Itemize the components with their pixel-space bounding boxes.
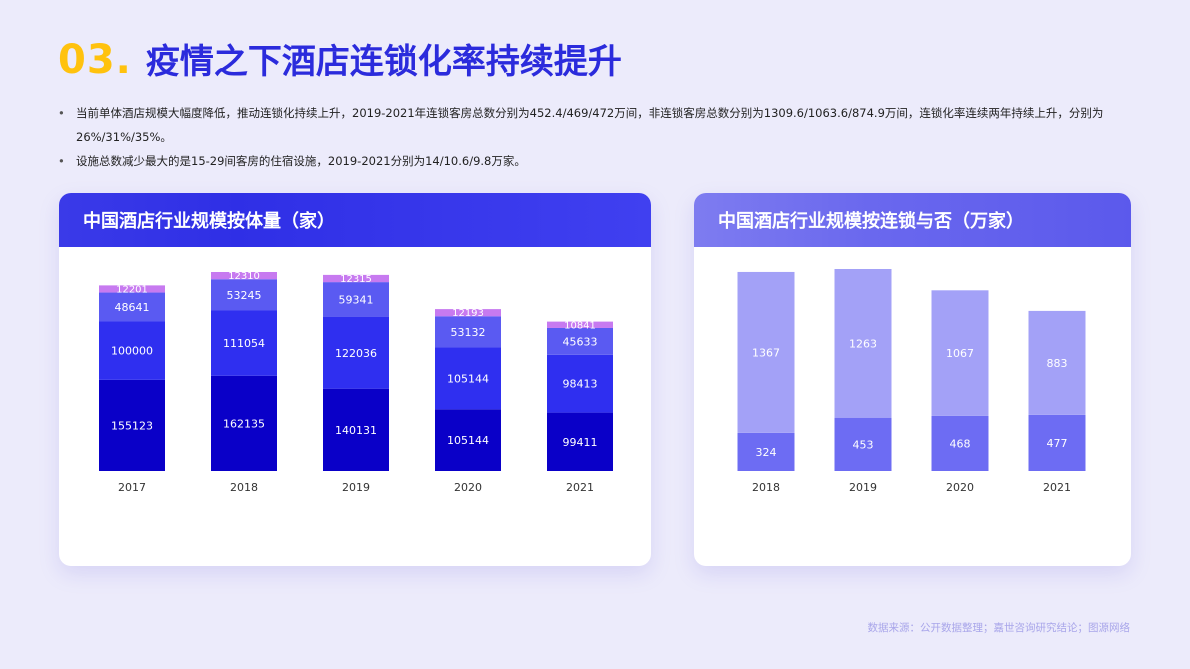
x-tick-label: 2019 bbox=[342, 481, 370, 494]
bar-segment bbox=[435, 347, 501, 410]
bar-segment bbox=[211, 272, 277, 280]
bar-segment bbox=[834, 269, 892, 418]
data-label: 883 bbox=[1047, 357, 1068, 370]
bar-segment bbox=[737, 271, 795, 433]
data-label: 12201 bbox=[116, 284, 148, 295]
bar-segment bbox=[211, 375, 277, 471]
data-label: 48641 bbox=[115, 301, 150, 314]
bar-segment bbox=[931, 415, 989, 471]
bar-segment bbox=[547, 327, 613, 355]
bullet-text: 当前单体酒店规模大幅度降低，推动连锁化持续上升，2019-2021年连锁客房总数… bbox=[76, 106, 1104, 144]
data-label: 453 bbox=[853, 438, 874, 451]
data-label: 45633 bbox=[563, 335, 598, 348]
page-title: 03. 疫情之下酒店连锁化率持续提升 bbox=[58, 34, 622, 83]
x-tick-label: 2018 bbox=[230, 481, 258, 494]
bar-segment bbox=[99, 379, 165, 471]
bullet-item: • 设施总数减少最大的是15-29间客房的住宿设施，2019-2021分别为14… bbox=[58, 149, 1148, 173]
x-tick-label: 2020 bbox=[454, 481, 482, 494]
bar-segment bbox=[547, 354, 613, 413]
bar-segment bbox=[99, 285, 165, 293]
bar-segment bbox=[737, 432, 795, 471]
x-tick-label: 2021 bbox=[1043, 481, 1071, 494]
chart-card-chain-vs-nonchain: 中国酒店行业规模按连锁与否（万家） 连锁客房数非连锁客房数32413672018… bbox=[694, 193, 1131, 566]
data-label: 1263 bbox=[849, 337, 877, 350]
data-label: 1067 bbox=[946, 347, 974, 360]
bar-segment bbox=[323, 274, 389, 283]
bar-segment bbox=[435, 316, 501, 348]
bar-segment bbox=[99, 321, 165, 380]
bar-segment bbox=[99, 292, 165, 322]
source-note: 数据来源：公开数据整理；嘉世咨询研究结论；图源网络 bbox=[867, 622, 1131, 634]
data-label: 105144 bbox=[447, 372, 489, 385]
stacked-bar-chart-by-size: 15-29间30-69间70-149间150间及以上15512310000048… bbox=[99, 271, 613, 494]
data-label: 59341 bbox=[339, 294, 374, 307]
data-label: 468 bbox=[950, 437, 971, 450]
data-label: 53245 bbox=[227, 289, 262, 302]
bullet-marker: • bbox=[58, 154, 65, 168]
bar-segment bbox=[323, 316, 389, 389]
data-label: 12310 bbox=[228, 271, 260, 282]
section-number: 03. bbox=[58, 37, 132, 83]
bullet-list: • 当前单体酒店规模大幅度降低，推动连锁化持续上升，2019-2021年连锁客房… bbox=[58, 101, 1148, 173]
data-label: 10841 bbox=[564, 320, 596, 331]
bullet-marker: • bbox=[58, 106, 65, 120]
data-label: 98413 bbox=[563, 378, 598, 391]
bar-segment bbox=[547, 412, 613, 471]
bar-segment bbox=[323, 282, 389, 317]
data-label: 53132 bbox=[451, 326, 486, 339]
bar-segment bbox=[1028, 310, 1086, 415]
x-tick-label: 2021 bbox=[566, 481, 594, 494]
x-tick-label: 2018 bbox=[752, 481, 780, 494]
bar-segment bbox=[211, 279, 277, 311]
x-tick-label: 2017 bbox=[118, 481, 146, 494]
stacked-bar-chart-chain: 连锁客房数非连锁客房数32413672018453126320194681067… bbox=[737, 269, 1086, 494]
x-tick-label: 2020 bbox=[946, 481, 974, 494]
bar-segment bbox=[435, 409, 501, 471]
bar-segment bbox=[435, 309, 501, 317]
page-heading: 疫情之下酒店连锁化率持续提升 bbox=[145, 42, 622, 82]
data-label: 12193 bbox=[452, 308, 484, 319]
bar-segment bbox=[323, 388, 389, 471]
bullet-text: 设施总数减少最大的是15-29间客房的住宿设施，2019-2021分别为14/1… bbox=[76, 154, 526, 168]
x-tick-label: 2019 bbox=[849, 481, 877, 494]
data-label: 99411 bbox=[563, 436, 598, 449]
data-label: 324 bbox=[756, 446, 777, 459]
data-label: 111054 bbox=[223, 337, 265, 350]
data-label: 12315 bbox=[340, 274, 372, 285]
bar-segment bbox=[1028, 414, 1086, 471]
data-label: 140131 bbox=[335, 424, 377, 437]
data-label: 155123 bbox=[111, 419, 153, 432]
data-label: 1367 bbox=[752, 346, 780, 359]
bar-segment bbox=[931, 290, 989, 416]
data-label: 162135 bbox=[223, 417, 265, 430]
bullet-item: • 当前单体酒店规模大幅度降低，推动连锁化持续上升，2019-2021年连锁客房… bbox=[58, 101, 1148, 149]
data-label: 477 bbox=[1047, 437, 1068, 450]
bar-segment bbox=[211, 310, 277, 376]
data-label: 100000 bbox=[111, 344, 153, 357]
chart-title: 中国酒店行业规模按体量（家） bbox=[59, 193, 651, 247]
data-label: 105144 bbox=[447, 434, 489, 447]
chart-title: 中国酒店行业规模按连锁与否（万家） bbox=[694, 193, 1131, 247]
chart-card-scale-by-size: 中国酒店行业规模按体量（家） 15-29间30-69间70-149间150间及以… bbox=[59, 193, 651, 566]
data-label: 122036 bbox=[335, 347, 377, 360]
bar-segment bbox=[834, 417, 892, 471]
bar-segment bbox=[547, 321, 613, 328]
